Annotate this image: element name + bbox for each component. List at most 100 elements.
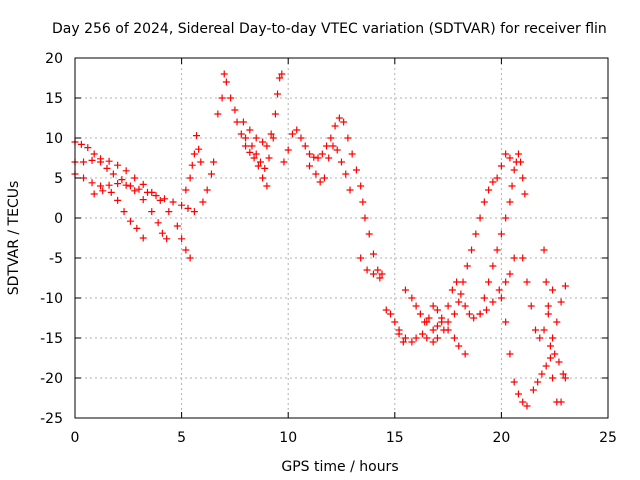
data-point <box>352 166 360 174</box>
data-point <box>256 158 264 166</box>
data-point <box>553 318 561 326</box>
data-point <box>338 158 345 166</box>
data-point <box>455 342 463 350</box>
data-point <box>559 370 567 378</box>
data-point <box>551 350 559 358</box>
data-point <box>88 179 96 187</box>
data-point <box>549 286 557 294</box>
data-point <box>455 298 463 306</box>
data-point <box>195 145 203 153</box>
data-point <box>114 196 122 204</box>
data-point <box>267 130 275 138</box>
data-point <box>135 185 143 193</box>
data-point <box>489 178 497 186</box>
data-point <box>312 170 320 178</box>
data-point <box>453 278 461 286</box>
data-point <box>207 170 215 178</box>
data-point <box>103 164 111 172</box>
y-tick-label: 10 <box>45 131 63 147</box>
data-point <box>316 178 324 186</box>
data-point <box>540 326 548 334</box>
data-point <box>214 110 222 118</box>
data-point <box>549 374 557 382</box>
data-point <box>408 294 416 302</box>
series-arc-12 <box>395 150 514 346</box>
data-point <box>502 318 510 326</box>
data-point <box>538 370 546 378</box>
data-point <box>278 70 286 78</box>
data-point <box>374 266 382 274</box>
data-point <box>131 174 139 182</box>
data-point <box>269 134 277 142</box>
data-point <box>378 270 386 278</box>
series-arc-10 <box>306 142 354 194</box>
data-point <box>510 166 518 174</box>
data-point <box>506 270 514 278</box>
series-arc-11 <box>357 254 407 346</box>
data-point <box>301 142 309 150</box>
data-point <box>357 254 365 262</box>
data-point <box>369 270 377 278</box>
series-arc-1 <box>71 138 218 216</box>
x-tick-label: 0 <box>71 430 80 446</box>
data-point <box>346 186 354 194</box>
data-point <box>549 334 557 342</box>
data-point <box>188 161 196 169</box>
data-point <box>242 142 250 150</box>
data-point <box>476 310 484 318</box>
series-arc-8 <box>242 134 277 172</box>
x-tick-label: 5 <box>177 430 186 446</box>
data-point <box>444 326 452 334</box>
data-point <box>329 142 337 150</box>
data-point <box>476 214 484 222</box>
x-tick-labels: 0 5 10 15 20 25 <box>71 430 617 446</box>
data-point <box>470 314 478 322</box>
y-tick-label: 20 <box>45 51 63 67</box>
data-point <box>114 161 122 169</box>
data-point <box>480 198 488 206</box>
data-point <box>203 186 211 194</box>
data-point <box>184 204 192 212</box>
data-point <box>114 180 122 188</box>
data-point <box>231 106 239 114</box>
y-axis-title: SDTVAR / TECUs <box>6 181 22 296</box>
data-point <box>152 192 160 200</box>
series-arc-7 <box>239 70 286 150</box>
data-point <box>485 278 493 286</box>
data-point <box>519 254 527 262</box>
data-point <box>463 262 471 270</box>
data-point <box>314 154 322 162</box>
data-point <box>344 134 352 142</box>
data-point <box>429 326 437 334</box>
data-point <box>271 110 279 118</box>
data-point <box>489 298 497 306</box>
data-point <box>288 130 296 138</box>
data-point <box>433 334 441 342</box>
data-point <box>450 310 458 318</box>
data-point <box>210 158 218 166</box>
data-point <box>199 198 207 206</box>
series-arc-5 <box>182 132 205 194</box>
data-point <box>395 330 403 338</box>
data-point <box>433 306 441 314</box>
data-point <box>514 390 522 398</box>
data-point <box>178 235 186 243</box>
data-point <box>320 174 328 182</box>
y-tick-label: -20 <box>40 371 63 387</box>
data-point <box>423 334 431 342</box>
data-point <box>517 158 525 166</box>
data-point <box>190 150 198 158</box>
data-point <box>448 286 456 294</box>
data-point <box>148 188 156 196</box>
data-point <box>493 246 501 254</box>
data-point <box>429 338 437 346</box>
data-point <box>297 134 305 142</box>
data-point <box>461 350 469 358</box>
data-point <box>408 338 416 346</box>
data-point <box>376 274 384 282</box>
data-point <box>514 150 522 158</box>
data-point <box>252 150 260 158</box>
series-arc-6 <box>214 70 271 190</box>
